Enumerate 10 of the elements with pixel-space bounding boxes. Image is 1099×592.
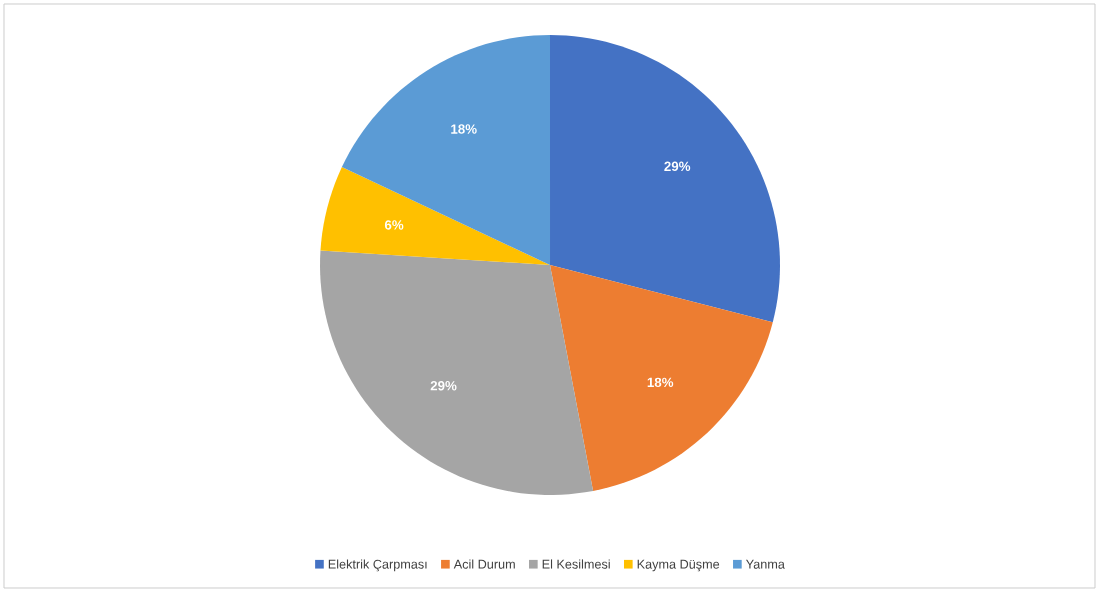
legend-label: Yanma (745, 559, 785, 569)
legend-label: Kayma Düşme (637, 559, 720, 572)
legend-label: Acil Durum (453, 559, 515, 569)
data-label: 29% (430, 381, 457, 391)
data-label: 29% (664, 161, 691, 172)
data-label: 18% (647, 377, 674, 388)
data-label: 6% (384, 220, 404, 230)
legend-label: Elektrik Çarpması (328, 559, 427, 572)
data-label: 18% (451, 124, 477, 134)
legend-label: El Kesilmesi (542, 559, 610, 569)
